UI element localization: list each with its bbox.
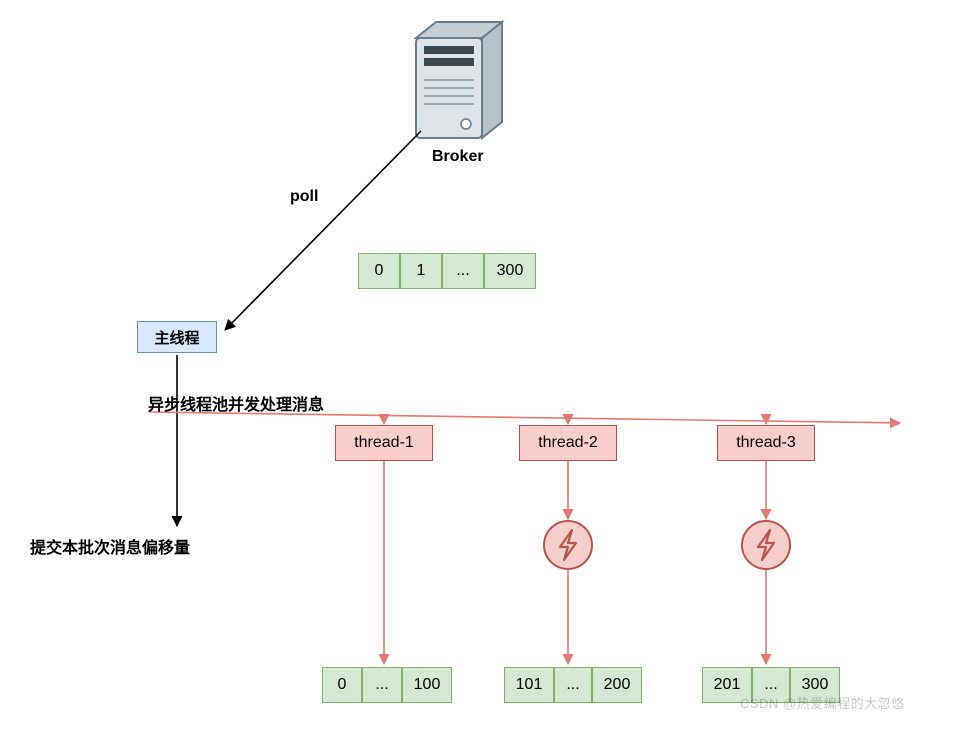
poll-cell: 0: [358, 253, 400, 289]
thread-cell: 101: [504, 667, 554, 703]
diagram-canvas: Broker poll 01...300 主线程 异步线程池并发处理消息 提交本…: [0, 0, 958, 737]
poll-arrow: [225, 131, 421, 330]
broker-label: Broker: [432, 148, 484, 166]
poll-cell: 1: [400, 253, 442, 289]
watermark: CSDN @热爱编程的大忽悠: [740, 693, 905, 712]
flash-icon-thread-2: [544, 521, 592, 569]
broker-server-icon: [416, 22, 502, 138]
thread-box: thread-3: [717, 425, 815, 461]
poll-label: poll: [290, 188, 318, 206]
thread-cells: 0...100: [322, 667, 452, 703]
svg-layer: [0, 0, 958, 737]
async-pool-label: 异步线程池并发处理消息: [148, 391, 324, 415]
thread-cell: 200: [592, 667, 642, 703]
thread-box: thread-2: [519, 425, 617, 461]
main-thread-box: 主线程: [137, 321, 217, 353]
thread-cell: ...: [554, 667, 592, 703]
thread-cell: 100: [402, 667, 452, 703]
thread-cells: 101...200: [504, 667, 642, 703]
thread-cell: 0: [322, 667, 362, 703]
flash-icon-thread-3: [742, 521, 790, 569]
thread-box: thread-1: [335, 425, 433, 461]
thread-cell: ...: [362, 667, 402, 703]
poll-cell: ...: [442, 253, 484, 289]
commit-offset-label: 提交本批次消息偏移量: [30, 534, 190, 558]
poll-cells: 01...300: [358, 253, 536, 289]
poll-cell: 300: [484, 253, 536, 289]
